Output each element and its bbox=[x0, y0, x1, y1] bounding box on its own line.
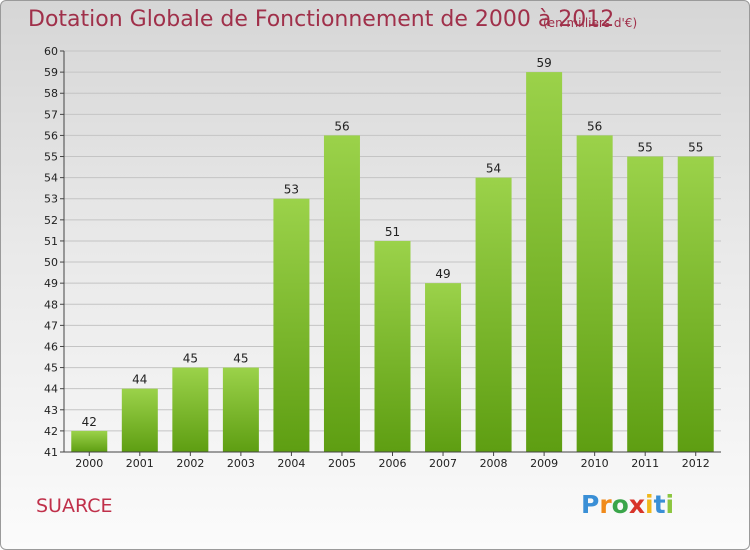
bar-value-label: 59 bbox=[536, 56, 551, 70]
y-tick-label: 54 bbox=[44, 172, 58, 185]
logo-letter: P bbox=[581, 490, 600, 519]
bar-value-label: 42 bbox=[82, 415, 97, 429]
commune-name: SUARCE bbox=[36, 495, 113, 517]
bar-2004 bbox=[273, 198, 310, 452]
y-tick-label: 58 bbox=[44, 87, 58, 100]
logo-letter: i bbox=[665, 490, 675, 519]
bar-2011 bbox=[627, 156, 664, 453]
bar-value-label: 49 bbox=[435, 267, 450, 281]
x-tick-label: 2006 bbox=[379, 457, 407, 470]
bar-2006 bbox=[374, 240, 411, 452]
bar-value-label: 56 bbox=[334, 119, 349, 133]
bar-value-label: 54 bbox=[486, 162, 501, 176]
logo-letter: o bbox=[611, 490, 629, 519]
x-tick-label: 2009 bbox=[530, 457, 558, 470]
y-tick-label: 52 bbox=[44, 214, 58, 227]
bar-2005 bbox=[323, 135, 360, 452]
bar-value-label: 44 bbox=[132, 373, 147, 387]
bar-2010 bbox=[576, 135, 613, 452]
proxiti-logo[interactable]: Proxiti bbox=[581, 490, 674, 519]
x-tick-label: 2003 bbox=[227, 457, 255, 470]
y-tick-label: 53 bbox=[44, 193, 58, 206]
y-tick-label: 55 bbox=[44, 151, 58, 164]
bar-2009 bbox=[526, 72, 563, 453]
x-tick-label: 2005 bbox=[328, 457, 356, 470]
bar-2007 bbox=[425, 283, 462, 452]
bar-2012 bbox=[677, 156, 714, 453]
y-tick-label: 56 bbox=[44, 129, 58, 142]
bar-2002 bbox=[172, 367, 209, 452]
x-tick-label: 2010 bbox=[581, 457, 609, 470]
bar-value-label: 53 bbox=[284, 183, 299, 197]
bar-value-label: 51 bbox=[385, 225, 400, 239]
bar-value-label: 55 bbox=[688, 141, 703, 155]
y-tick-label: 44 bbox=[44, 383, 58, 396]
y-tick-label: 42 bbox=[44, 425, 58, 438]
x-tick-label: 2000 bbox=[75, 457, 103, 470]
bar-value-label: 45 bbox=[183, 352, 198, 366]
y-tick-label: 48 bbox=[44, 298, 58, 311]
bar-2000 bbox=[71, 430, 108, 452]
y-tick-label: 47 bbox=[44, 319, 58, 332]
logo-letter: i bbox=[645, 490, 654, 519]
y-tick-label: 51 bbox=[44, 235, 58, 248]
x-tick-label: 2012 bbox=[682, 457, 710, 470]
x-tick-label: 2002 bbox=[176, 457, 204, 470]
y-tick-label: 49 bbox=[44, 277, 58, 290]
logo-letter: t bbox=[653, 490, 666, 519]
bar-2003 bbox=[222, 367, 259, 452]
bar-value-label: 56 bbox=[587, 119, 602, 133]
x-tick-label: 2001 bbox=[126, 457, 154, 470]
bar-value-label: 45 bbox=[233, 352, 248, 366]
y-tick-label: 41 bbox=[44, 446, 58, 459]
bar-value-label: 55 bbox=[638, 141, 653, 155]
y-tick-label: 43 bbox=[44, 404, 58, 417]
logo-letter: x bbox=[628, 490, 645, 519]
bar-2008 bbox=[475, 177, 512, 452]
x-tick-label: 2007 bbox=[429, 457, 457, 470]
y-tick-label: 45 bbox=[44, 362, 58, 375]
chart-title: Dotation Globale de Fonctionnement de 20… bbox=[28, 7, 615, 32]
bar-2001 bbox=[121, 388, 158, 452]
x-tick-label: 2011 bbox=[631, 457, 659, 470]
x-tick-label: 2004 bbox=[277, 457, 305, 470]
chart-unit: (en milliers d'€) bbox=[543, 16, 638, 30]
logo-letter: r bbox=[599, 490, 612, 519]
y-tick-label: 59 bbox=[44, 66, 58, 79]
y-tick-label: 46 bbox=[44, 340, 58, 353]
y-tick-label: 57 bbox=[44, 108, 58, 121]
x-tick-label: 2008 bbox=[480, 457, 508, 470]
y-tick-label: 60 bbox=[44, 45, 58, 58]
y-tick-label: 50 bbox=[44, 256, 58, 269]
